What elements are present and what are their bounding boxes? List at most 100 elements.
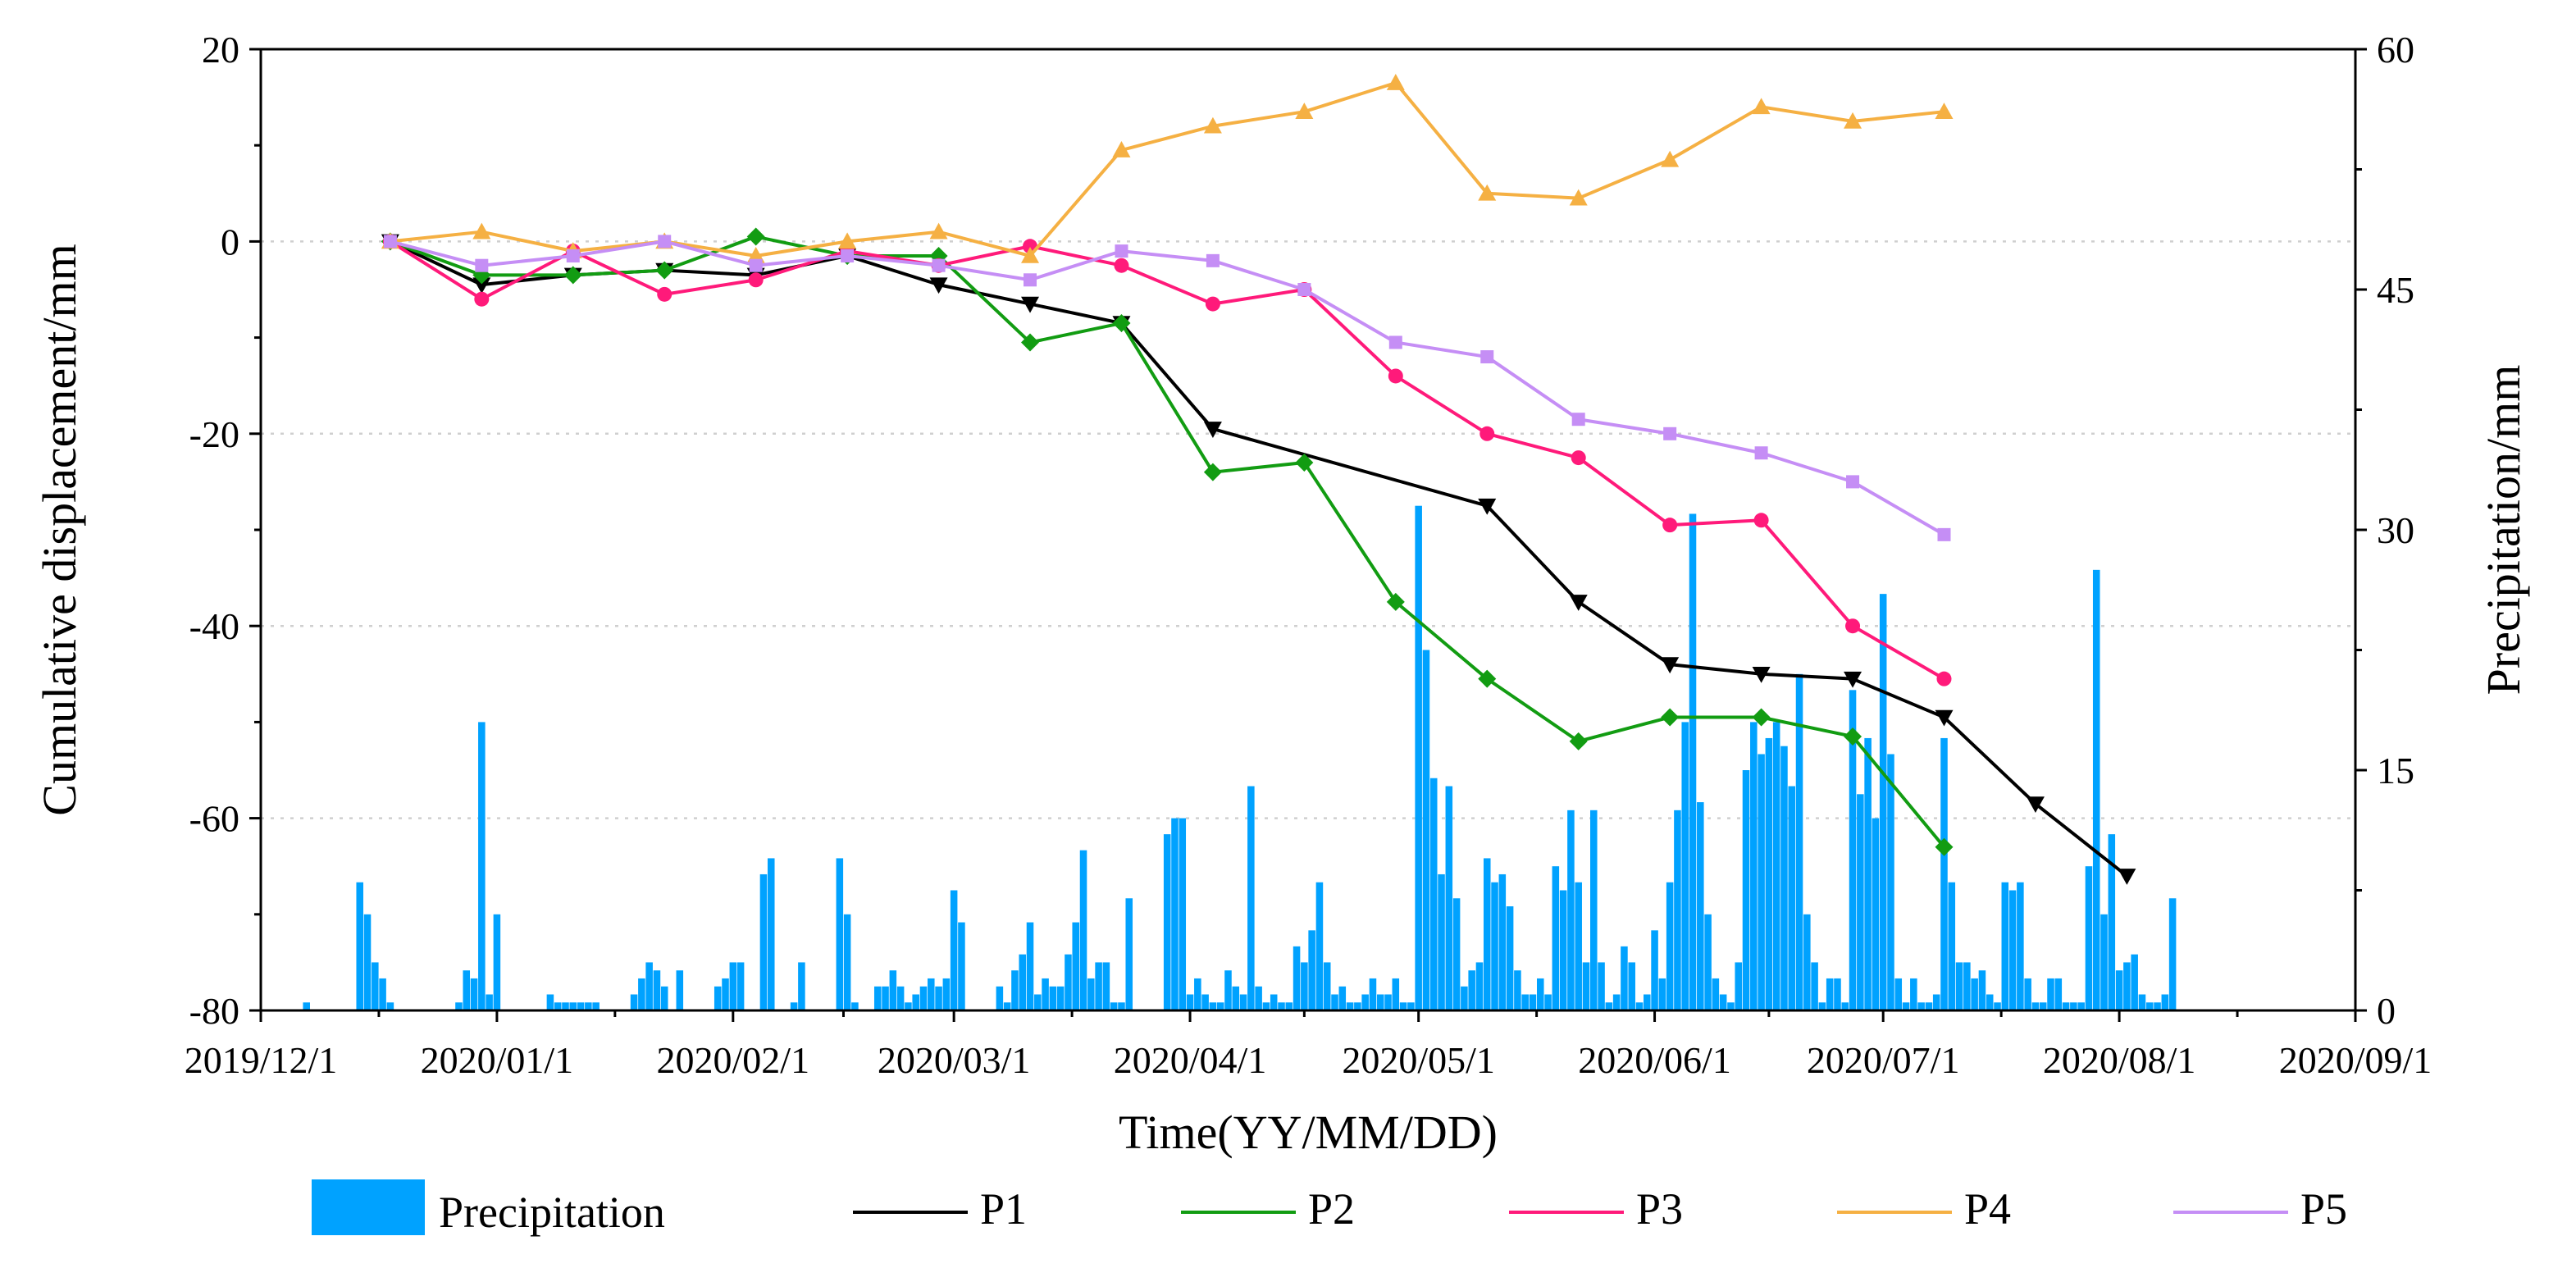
series-point-p5 xyxy=(1571,413,1585,426)
legend-p5-label: P5 xyxy=(2300,1184,2347,1234)
precipitation-bar xyxy=(1407,1002,1415,1010)
series-point-p4 xyxy=(1478,184,1497,201)
series-point-p4 xyxy=(1569,189,1588,206)
precipitation-bar xyxy=(1042,978,1049,1010)
precipitation-bar xyxy=(1735,962,1743,1010)
precipitation-bar xyxy=(1224,970,1232,1010)
precipitation-bar xyxy=(1590,810,1598,1010)
precipitation-bar xyxy=(1605,1002,1613,1010)
precipitation-bar xyxy=(736,962,745,1010)
series-point-p4 xyxy=(838,232,857,249)
precipitation-bar xyxy=(386,1002,394,1010)
legend-p1-label: P1 xyxy=(980,1184,1027,1234)
x-tick-label: 2020/07/1 xyxy=(1807,1039,1960,1081)
precipitation-bar xyxy=(1072,922,1080,1010)
series-point-p4 xyxy=(1661,150,1680,167)
precipitation-bar xyxy=(1255,986,1262,1010)
precipitation-bar xyxy=(1186,994,1194,1010)
series-point-p5 xyxy=(1937,527,1951,541)
x-tick-label: 2020/01/1 xyxy=(421,1039,574,1081)
precipitation-bar xyxy=(1986,994,1994,1010)
series-point-p5 xyxy=(932,258,946,272)
precipitation-bar xyxy=(919,986,928,1010)
precipitation-bar xyxy=(478,722,486,1010)
precipitation-bar xyxy=(889,970,897,1010)
precipitation-bar xyxy=(1270,994,1278,1010)
precipitation-bar xyxy=(2123,962,2131,1010)
precipitation-bar xyxy=(1902,1002,1910,1010)
precipitation-bar xyxy=(1681,722,1689,1010)
precipitation-bar xyxy=(2062,1002,2070,1010)
precipitation-bar xyxy=(1932,994,1940,1010)
precipitation-bar xyxy=(1026,922,1034,1010)
precipitation-bar xyxy=(1498,873,1507,1010)
precipitation-bar xyxy=(1468,970,1475,1010)
precipitation-bar xyxy=(303,1002,310,1010)
precipitation-bar xyxy=(2100,914,2108,1010)
series-point-p1 xyxy=(1752,667,1771,683)
x-tick-label: 2019/12/1 xyxy=(185,1039,338,1081)
precipitation-bar xyxy=(1247,786,1255,1010)
precipitation-bar xyxy=(577,1002,585,1010)
precipitation-bar xyxy=(928,978,935,1010)
precipitation-bar xyxy=(1331,994,1338,1010)
x-tick-label: 2020/03/1 xyxy=(878,1039,1031,1081)
precipitation-bar xyxy=(363,914,372,1010)
precipitation-bar xyxy=(1399,1002,1407,1010)
precipitation-bar xyxy=(1361,994,1369,1010)
precipitation-bar xyxy=(1110,1002,1118,1010)
series-point-p1 xyxy=(1661,657,1680,674)
y2-tick-label: 45 xyxy=(2377,269,2414,311)
precipitation-bar xyxy=(1445,786,1453,1010)
precipitation-bar xyxy=(1940,737,1948,1010)
series-point-p5 xyxy=(749,258,763,272)
precipitation-bar xyxy=(958,922,965,1010)
precipitation-bar xyxy=(843,914,851,1010)
series-point-p2 xyxy=(1021,333,1040,352)
precipitation-bar xyxy=(2131,954,2138,1010)
precipitation-bar xyxy=(1262,1002,1270,1010)
series-point-p1 xyxy=(472,277,491,294)
precipitation-bar xyxy=(1239,994,1247,1010)
precipitation-bar xyxy=(1635,1002,1644,1010)
precipitation-bar xyxy=(1628,962,1635,1010)
precipitation-bar xyxy=(1818,1002,1826,1010)
x-tick-label: 2020/02/1 xyxy=(657,1039,810,1081)
series-point-p4 xyxy=(1203,116,1222,134)
precipitation-bar xyxy=(2077,1002,2085,1010)
precipitation-bar xyxy=(1102,962,1110,1010)
precipitation-bar xyxy=(1879,594,1887,1010)
precipitation-bar xyxy=(1422,650,1430,1010)
precipitation-bar xyxy=(356,882,364,1010)
precipitation-bar xyxy=(2092,569,2100,1010)
precipitation-bar xyxy=(2039,1002,2047,1010)
precipitation-bar xyxy=(1712,978,1720,1010)
precipitation-bar xyxy=(630,994,638,1010)
precipitation-bar xyxy=(1125,898,1133,1010)
series-point-p1 xyxy=(1569,595,1588,611)
series-point-p2 xyxy=(1752,708,1771,727)
precipitation-bar xyxy=(1415,505,1422,1010)
precipitation-bar xyxy=(1034,994,1042,1010)
precipitation-bar xyxy=(2168,898,2177,1010)
precipitation-bar xyxy=(1483,858,1491,1010)
precipitation-bar xyxy=(372,962,379,1010)
precipitation-bar xyxy=(1384,994,1392,1010)
precipitation-bar xyxy=(493,914,501,1010)
x-axis-title: Time(YY/MM/DD) xyxy=(1119,1106,1498,1159)
series-point-p5 xyxy=(841,249,855,262)
series-point-p4 xyxy=(472,222,491,239)
precipitation-bar xyxy=(1491,882,1498,1010)
series-point-p2 xyxy=(1386,592,1405,611)
y-tick-label: -20 xyxy=(189,413,239,455)
precipitation-bar xyxy=(592,1002,600,1010)
precipitation-bar xyxy=(1179,818,1187,1010)
series-point-p2 xyxy=(746,227,765,246)
precipitation-bar xyxy=(1689,513,1697,1010)
precipitation-bar xyxy=(1118,1002,1125,1010)
y2-tick-label: 15 xyxy=(2377,750,2414,791)
precipitation-bar xyxy=(767,858,775,1010)
axes xyxy=(259,48,2357,1012)
series-point-p1 xyxy=(1203,422,1222,438)
series-point-p1 xyxy=(929,277,948,294)
